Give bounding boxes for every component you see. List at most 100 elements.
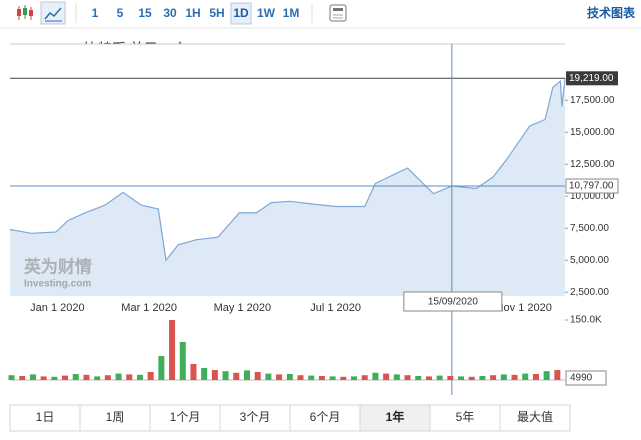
watermark-site: Investing.com bbox=[24, 279, 91, 290]
interval-button[interactable]: 1 bbox=[92, 6, 99, 20]
interval-button[interactable]: 15 bbox=[138, 6, 152, 20]
crosshair-y-label: 10,797.00 bbox=[569, 181, 614, 192]
crosshair-x-box bbox=[403, 291, 503, 312]
volume-bar bbox=[361, 375, 368, 380]
volume-tick-label: 150.0K bbox=[570, 315, 602, 326]
y-tick-label: 2,500.00 bbox=[570, 287, 609, 298]
volume-bar bbox=[29, 374, 36, 380]
volume-bar bbox=[532, 374, 539, 380]
interval-button[interactable]: 1H bbox=[185, 6, 200, 20]
volume-last-label: 4990 bbox=[570, 373, 593, 384]
range-tab-label[interactable]: 1周 bbox=[106, 410, 125, 424]
range-tab[interactable] bbox=[9, 404, 81, 432]
y-tick-label: 15,000.00 bbox=[570, 127, 615, 138]
range-tab[interactable] bbox=[289, 404, 361, 432]
volume-bar bbox=[265, 373, 272, 380]
volume-bar bbox=[8, 375, 15, 380]
technical-chart-link[interactable]: 技术图表 bbox=[587, 5, 636, 20]
crosshair-y-box bbox=[565, 178, 619, 194]
volume-bar bbox=[490, 375, 497, 380]
volume-bar bbox=[158, 356, 165, 380]
volume-bar bbox=[211, 370, 218, 380]
volume-bar bbox=[404, 375, 411, 380]
range-tab-label[interactable]: 1个月 bbox=[170, 410, 201, 424]
volume-bar bbox=[543, 371, 550, 380]
volume-bar bbox=[286, 374, 293, 380]
y-tick-label: 7,500.00 bbox=[570, 223, 609, 234]
range-tab-label[interactable]: 3个月 bbox=[240, 410, 271, 424]
range-tab-label[interactable]: 6个月 bbox=[310, 410, 341, 424]
interval-button[interactable]: 1D bbox=[233, 6, 249, 20]
price-area bbox=[10, 78, 565, 296]
x-tick-label: May 1 2020 bbox=[214, 302, 271, 314]
line-chart-icon[interactable] bbox=[40, 1, 66, 25]
volume-bar bbox=[500, 374, 507, 380]
volume-bar bbox=[340, 376, 347, 380]
x-tick-label: Jan 1 2020 bbox=[30, 302, 84, 314]
volume-bar bbox=[190, 364, 197, 380]
volume-bar bbox=[329, 376, 336, 380]
volume-bar bbox=[436, 375, 443, 380]
volume-bar bbox=[372, 372, 379, 380]
volume-bar bbox=[318, 376, 325, 380]
volume-bar bbox=[201, 368, 208, 380]
range-tabs: 1日 1周 1个月 3个月 6个月 1年 5年 最大值 bbox=[9, 404, 571, 432]
y-tick-label: 17,500.00 bbox=[570, 95, 615, 106]
range-tab[interactable] bbox=[499, 404, 571, 432]
x-tick-label: Nov 1 2020 bbox=[496, 302, 552, 314]
interval-button[interactable]: 5H bbox=[209, 6, 224, 20]
interval-button[interactable]: 1M bbox=[283, 6, 300, 20]
volume-bar bbox=[147, 372, 154, 380]
volume-bar bbox=[554, 370, 561, 380]
last-price-box bbox=[566, 71, 618, 86]
volume-bar bbox=[94, 376, 101, 380]
volume-bar bbox=[276, 374, 283, 380]
y-tick-label: 10,000.00 bbox=[570, 191, 615, 202]
y-tick-label: 5,000.00 bbox=[570, 255, 609, 266]
volume-bar bbox=[447, 376, 454, 380]
volume-bar bbox=[351, 376, 358, 380]
volume-bar bbox=[179, 342, 186, 380]
watermark-brand: 英为财情 bbox=[24, 256, 92, 276]
volume-bar bbox=[136, 374, 143, 380]
volume-chart: 150.0K 4990 bbox=[8, 315, 607, 386]
price-line bbox=[9, 78, 566, 262]
range-tab-label[interactable]: 1日 bbox=[36, 410, 55, 424]
range-tab-label[interactable]: 5年 bbox=[456, 410, 475, 424]
price-chart: 2,500.00 5,000.00 7,500.00 10,000.00 12,500.… bbox=[9, 43, 619, 395]
volume-bar bbox=[254, 372, 261, 380]
volume-bar bbox=[297, 375, 304, 380]
range-tab-label[interactable]: 1年 bbox=[386, 409, 405, 424]
volume-bar bbox=[104, 375, 111, 380]
range-tab[interactable] bbox=[359, 404, 431, 432]
volume-bar bbox=[308, 375, 315, 380]
volume-last-box bbox=[565, 370, 607, 386]
volume-bar bbox=[458, 376, 465, 380]
volume-bar bbox=[468, 376, 475, 380]
volume-bar bbox=[522, 373, 529, 380]
volume-bar bbox=[479, 376, 486, 380]
x-tick-label: Mar 1 2020 bbox=[121, 302, 177, 314]
interval-button[interactable]: 1W bbox=[257, 6, 276, 20]
range-tab[interactable] bbox=[149, 404, 221, 432]
interval-button[interactable]: 30 bbox=[163, 6, 177, 20]
volume-bar bbox=[40, 376, 47, 380]
crosshair-x-label: 15/09/2020 bbox=[428, 297, 478, 308]
y-tick-label: 12,500.00 bbox=[570, 159, 615, 170]
candle-icon[interactable] bbox=[17, 5, 33, 20]
range-tab-label[interactable]: 最大值 bbox=[517, 409, 553, 424]
interval-button[interactable]: 5 bbox=[117, 6, 124, 20]
volume-bar bbox=[62, 375, 69, 380]
calculator-icon[interactable] bbox=[329, 4, 347, 22]
volume-bar bbox=[233, 372, 240, 380]
volume-bar bbox=[51, 376, 58, 380]
volume-bar bbox=[19, 376, 26, 380]
volume-bar bbox=[126, 374, 133, 380]
volume-bar bbox=[425, 376, 432, 380]
volume-bar bbox=[169, 320, 176, 380]
volume-bar bbox=[511, 374, 518, 380]
volume-bar bbox=[83, 374, 90, 380]
last-price-label: 19,219.00 bbox=[569, 73, 614, 84]
interval-active-bg bbox=[230, 2, 252, 25]
